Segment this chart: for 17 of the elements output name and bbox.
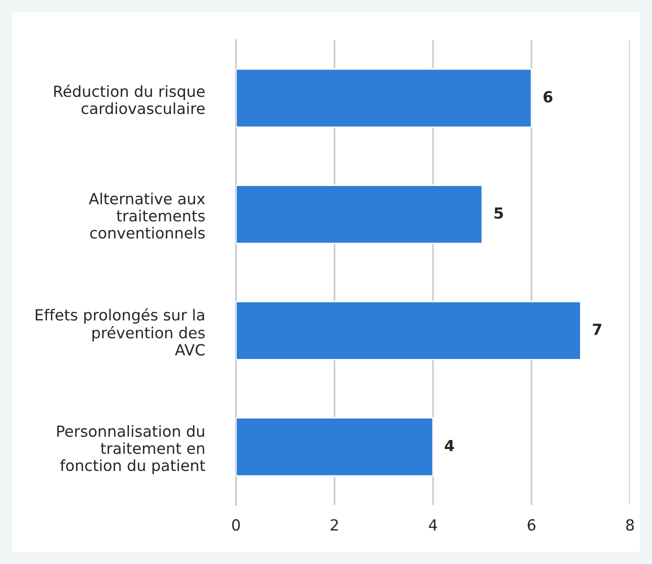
data-label: 7 — [592, 324, 602, 335]
data-label: 4 — [444, 440, 454, 452]
x-tick-label: 2 — [330, 519, 338, 530]
y-tick-label: Effets prolongés sur la prévention des AVC — [36, 308, 205, 356]
x-tick-label: 6 — [528, 519, 536, 531]
x-tick-label: 4 — [428, 519, 438, 530]
bar — [236, 300, 582, 360]
data-label: 6 — [544, 91, 552, 103]
data-label: 5 — [494, 207, 503, 219]
bar — [236, 417, 434, 477]
bar — [236, 68, 532, 128]
y-tick-label: Personnalisation du traitement en fonction du patient — [57, 425, 206, 474]
x-tick-label: 8 — [626, 519, 634, 531]
x-tick-label: 0 — [232, 519, 240, 531]
y-tick-label: Alternative aux traitements conventionnels — [88, 192, 205, 239]
y-tick-label: Réduction du risque cardiovasculaire — [54, 84, 205, 114]
bar — [236, 184, 483, 244]
